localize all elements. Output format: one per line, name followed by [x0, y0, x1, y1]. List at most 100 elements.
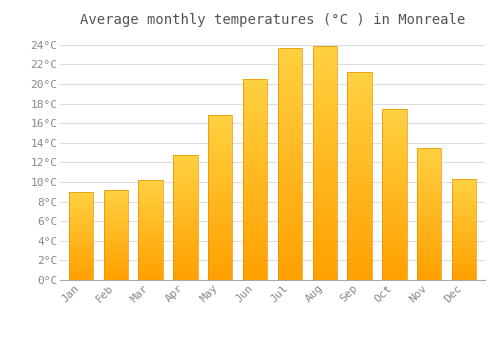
Bar	[68, 211, 93, 212]
Bar	[104, 260, 128, 261]
Bar	[312, 212, 337, 215]
Bar	[452, 250, 476, 251]
Bar	[278, 83, 302, 85]
Bar	[104, 249, 128, 250]
Bar	[348, 243, 372, 245]
Bar	[208, 196, 233, 198]
Bar	[312, 275, 337, 278]
Bar	[173, 160, 198, 161]
Bar	[348, 267, 372, 270]
Bar	[417, 236, 442, 238]
Bar	[68, 236, 93, 237]
Bar	[208, 194, 233, 196]
Bar	[104, 251, 128, 252]
Bar	[417, 229, 442, 230]
Bar	[208, 240, 233, 242]
Bar	[382, 132, 406, 133]
Bar	[278, 182, 302, 185]
Bar	[417, 222, 442, 223]
Bar	[104, 226, 128, 227]
Bar	[348, 145, 372, 147]
Bar	[312, 151, 337, 154]
Bar	[452, 279, 476, 280]
Bar	[382, 207, 406, 208]
Bar	[417, 212, 442, 214]
Bar	[68, 208, 93, 209]
Bar	[138, 234, 163, 235]
Bar	[208, 148, 233, 150]
Bar	[382, 200, 406, 202]
Bar	[312, 95, 337, 97]
Bar	[278, 73, 302, 76]
Bar	[312, 165, 337, 168]
Bar	[173, 164, 198, 166]
Bar	[417, 209, 442, 210]
Bar	[208, 232, 233, 234]
Bar	[348, 211, 372, 214]
Bar	[278, 210, 302, 213]
Bar	[243, 274, 268, 276]
Bar	[208, 180, 233, 181]
Bar	[452, 186, 476, 187]
Bar	[417, 244, 442, 246]
Bar	[173, 276, 198, 278]
Bar	[104, 268, 128, 269]
Bar	[417, 258, 442, 259]
Bar	[243, 210, 268, 212]
Bar	[382, 256, 406, 258]
Bar	[138, 277, 163, 278]
Bar	[278, 104, 302, 106]
Bar	[208, 172, 233, 173]
Bar	[243, 268, 268, 270]
Bar	[452, 271, 476, 272]
Bar	[417, 226, 442, 227]
Bar	[208, 226, 233, 227]
Bar	[173, 250, 198, 251]
Bar	[348, 274, 372, 276]
Bar	[68, 203, 93, 204]
Bar	[208, 165, 233, 166]
Bar	[173, 266, 198, 267]
Bar	[104, 271, 128, 272]
Bar	[312, 144, 337, 147]
Bar	[138, 258, 163, 259]
Bar	[243, 228, 268, 230]
Bar	[243, 141, 268, 144]
Bar	[104, 248, 128, 249]
Bar	[104, 277, 128, 278]
Bar	[417, 279, 442, 280]
Bar	[382, 128, 406, 130]
Bar	[382, 260, 406, 261]
Bar	[348, 180, 372, 182]
Bar	[348, 214, 372, 216]
Bar	[278, 247, 302, 250]
Bar	[138, 224, 163, 225]
Bar	[382, 210, 406, 212]
Bar	[382, 272, 406, 273]
Bar	[348, 164, 372, 166]
Bar	[68, 271, 93, 272]
Bar	[278, 152, 302, 155]
Bar	[173, 278, 198, 279]
Bar	[104, 190, 128, 280]
Bar	[278, 185, 302, 187]
Bar	[173, 262, 198, 264]
Bar	[243, 238, 268, 240]
Bar	[382, 222, 406, 224]
Bar	[68, 222, 93, 223]
Bar	[173, 269, 198, 270]
Bar	[243, 242, 268, 244]
Bar	[173, 233, 198, 235]
Bar	[452, 247, 476, 248]
Bar	[452, 272, 476, 273]
Bar	[348, 103, 372, 105]
Bar	[278, 192, 302, 194]
Bar	[173, 194, 198, 195]
Bar	[278, 64, 302, 66]
Bar	[348, 265, 372, 267]
Bar	[312, 46, 337, 280]
Bar	[68, 260, 93, 261]
Bar	[417, 224, 442, 226]
Bar	[243, 177, 268, 180]
Bar	[382, 174, 406, 176]
